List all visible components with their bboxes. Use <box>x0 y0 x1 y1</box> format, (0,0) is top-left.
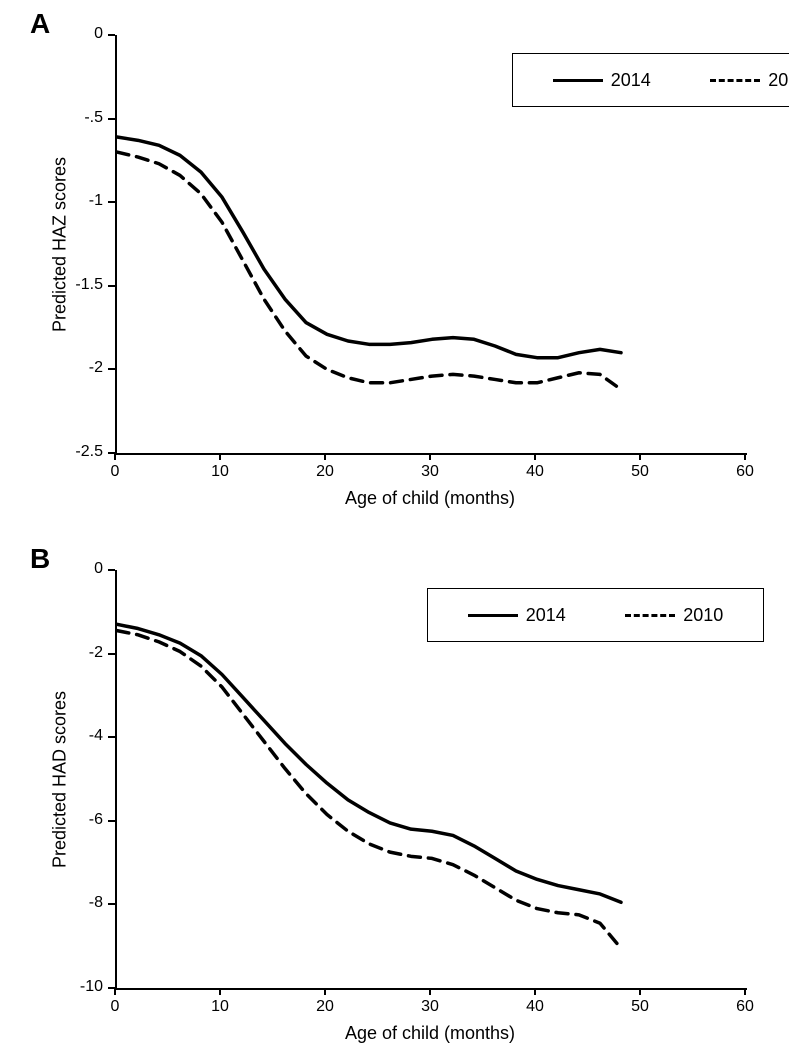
xtick <box>324 988 326 995</box>
legend-line-dashed <box>710 79 760 82</box>
series-2010-dashed <box>117 152 621 389</box>
legend-label-2014: 2014 <box>611 70 651 91</box>
ytick-label: -.5 <box>84 109 103 127</box>
ylabel-b: Predicted HAD scores <box>50 680 71 880</box>
ytick <box>108 820 115 822</box>
xtick-label: 0 <box>100 463 130 481</box>
ytick <box>108 452 115 454</box>
xtick <box>324 453 326 460</box>
xtick-label: 20 <box>310 998 340 1016</box>
ytick <box>108 118 115 120</box>
ytick-label: 0 <box>94 25 103 43</box>
legend-item-2014: 2014 <box>553 70 651 91</box>
xtick <box>219 988 221 995</box>
legend-line-solid-b <box>468 614 518 617</box>
ytick-label: -6 <box>89 811 103 829</box>
ytick-label: -4 <box>89 727 103 745</box>
ytick <box>108 736 115 738</box>
legend-a: 2014 2010 <box>512 53 789 107</box>
xtick <box>219 453 221 460</box>
legend-b: 2014 2010 <box>427 588 764 642</box>
ytick <box>108 569 115 571</box>
xtick <box>744 988 746 995</box>
ytick-label: -10 <box>80 978 103 996</box>
xtick-label: 60 <box>730 998 760 1016</box>
ytick-label: -2.5 <box>75 443 103 461</box>
xtick-label: 50 <box>625 463 655 481</box>
xtick-label: 50 <box>625 998 655 1016</box>
ytick-label: 0 <box>94 560 103 578</box>
xtick-label: 10 <box>205 998 235 1016</box>
series-2014-solid <box>117 137 621 358</box>
xtick-label: 10 <box>205 463 235 481</box>
ytick <box>108 987 115 989</box>
ytick-label: -1 <box>89 192 103 210</box>
legend-item-2010: 2010 <box>710 70 789 91</box>
legend-item-2010-b: 2010 <box>625 605 723 626</box>
ytick <box>108 368 115 370</box>
legend-label-2010-b: 2010 <box>683 605 723 626</box>
series-2014-solid <box>117 624 621 902</box>
ytick <box>108 653 115 655</box>
xtick-label: 30 <box>415 998 445 1016</box>
ytick <box>108 201 115 203</box>
xtick <box>534 453 536 460</box>
legend-label-2010: 2010 <box>768 70 789 91</box>
ylabel-a: Predicted HAZ scores <box>50 145 71 345</box>
ytick-label: -1.5 <box>75 276 103 294</box>
xtick <box>429 453 431 460</box>
legend-item-2014-b: 2014 <box>468 605 566 626</box>
ytick <box>108 903 115 905</box>
xtick-label: 60 <box>730 463 760 481</box>
xlabel-a: Age of child (months) <box>115 488 745 509</box>
xtick-label: 40 <box>520 463 550 481</box>
ytick <box>108 34 115 36</box>
series-2010-dashed <box>117 631 621 949</box>
legend-line-solid <box>553 79 603 82</box>
xtick <box>429 988 431 995</box>
xtick <box>639 453 641 460</box>
xtick-label: 0 <box>100 998 130 1016</box>
figure: A 2014 2010 Predicted HAZ scores Age of … <box>0 0 789 1059</box>
plot-area-b: 2014 2010 <box>115 570 747 990</box>
xtick <box>744 453 746 460</box>
xtick <box>639 988 641 995</box>
xtick <box>534 988 536 995</box>
ytick-label: -8 <box>89 894 103 912</box>
xtick-label: 20 <box>310 463 340 481</box>
panel-label-b: B <box>30 543 50 575</box>
ytick <box>108 285 115 287</box>
xtick-label: 30 <box>415 463 445 481</box>
legend-label-2014-b: 2014 <box>526 605 566 626</box>
panel-label-a: A <box>30 8 50 40</box>
plot-area-a: 2014 2010 <box>115 35 747 455</box>
xtick <box>114 453 116 460</box>
xlabel-b: Age of child (months) <box>115 1023 745 1044</box>
xtick-label: 40 <box>520 998 550 1016</box>
ytick-label: -2 <box>89 644 103 662</box>
ytick-label: -2 <box>89 359 103 377</box>
xtick <box>114 988 116 995</box>
legend-line-dashed-b <box>625 614 675 617</box>
